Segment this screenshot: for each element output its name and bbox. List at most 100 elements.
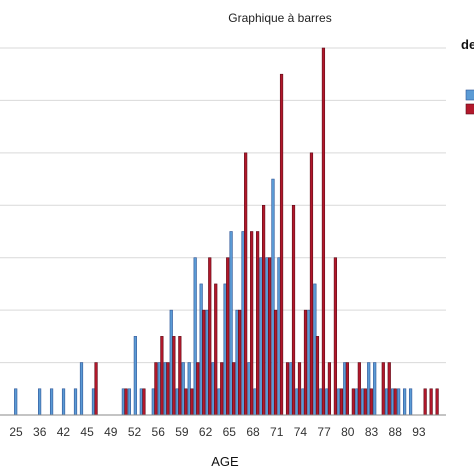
bar-series-1-age-31 [49,388,54,416]
bar-series-2-age-52 [178,336,182,416]
bar-series-1-age-77 [325,388,329,416]
bar-series-2-age-38 [94,362,98,416]
bar-series-1-age-66 [259,257,263,416]
bar-series-1-age-61 [229,231,233,416]
x-tick-label: 56 [152,425,166,439]
bar-series-1-age-51 [169,309,173,416]
bar-series-1-age-79 [337,388,341,416]
bar-series-2-age-48 [154,362,158,416]
x-tick-label: 36 [33,425,47,439]
bar-series-2-age-61 [232,362,236,416]
bar-series-2-age-78 [333,257,338,416]
bar-series-1-age-69 [277,257,281,416]
bar-series-2-age-43 [124,388,128,416]
bar-series-1-age-82 [355,388,359,416]
bar-series-2-age-80 [345,362,349,416]
x-tick-label: 62 [199,425,213,439]
bar-series-2-age-68 [273,309,278,416]
bar-series-2-age-58 [214,283,218,416]
x-tick-label: 52 [128,425,142,439]
bar-series-2-age-86 [381,362,385,416]
bar-series-2-age-79 [339,388,343,416]
bar-series-2-age-71 [291,204,296,416]
x-tick-labels: 25 36 42 45 49 52 56 59 62 65 68 71 74 77 80 83 88 93 [9,425,426,439]
bar-series-1-age-29 [38,388,42,416]
bar-series-2-age-83 [363,388,367,416]
bar-series-2-age-88 [393,388,397,416]
x-tick-label: 77 [317,425,331,439]
x-axis-label: AGE [211,454,239,469]
bar-series-1-age-87 [385,388,389,416]
bar-series-2-age-65 [256,231,260,416]
legend-swatch-series-1 [465,89,474,101]
chart-title: Graphique à barres [228,11,331,25]
bar-series-1-age-57 [205,309,209,416]
bar-series-1-age-50 [163,362,167,416]
bar-series-2-age-77 [327,362,332,416]
bar-series-2-age-51 [172,336,176,416]
bar-series-1-age-74 [307,309,311,416]
bar-series-1-age-73 [301,388,305,416]
x-tick-label: 59 [175,425,189,439]
bar-series-2-age-46 [142,388,146,416]
x-tick-label: 71 [270,425,284,439]
gridlines [0,47,446,364]
bar-series-2-age-82 [357,362,361,416]
bar-series-1-age-59 [217,388,221,416]
bar-series-2-age-50 [166,362,170,416]
x-tick-label: 45 [80,425,94,439]
bar-series-2-age-74 [309,152,314,416]
bar-series-2-age-70 [285,362,290,416]
bar-series-2-age-69 [279,73,284,416]
bar-series-2-age-76 [321,47,326,416]
legend-swatch-series-2 [465,103,474,115]
bar-series-2-age-55 [196,362,200,416]
bar-series-1-age-71 [289,362,293,416]
x-tick-label: 80 [341,425,355,439]
bar-series-1-age-38 [91,388,96,416]
x-tick-label: 93 [412,425,426,439]
bar-series-1-age-72 [295,388,299,416]
bar-series-1-age-52 [175,388,179,416]
bar-series-1-age-48 [151,388,155,416]
bar-series-1-age-53 [181,362,185,416]
x-tick-label: 88 [389,425,403,439]
bar-series-1-age-43 [121,388,125,416]
bar-series-1-age-56 [199,283,203,416]
bar-series-1-age-55 [193,257,197,416]
x-tick-label: 74 [294,425,308,439]
bar-series-2-age-53 [184,388,188,416]
bar-series-1-age-25 [14,388,18,416]
bar-series-2-age-49 [160,336,164,416]
x-tick-label: 42 [57,425,71,439]
bar-series-1-age-54 [187,362,191,416]
bar-series-2-age-95 [435,388,439,416]
x-tick-label: 68 [246,425,260,439]
bar-series-1-age-91 [408,388,413,416]
bar-series-2-age-93 [423,388,427,416]
bar-series-1-age-63 [241,231,245,416]
bar-series-1-age-49 [157,362,161,416]
bar-series-1-age-84 [367,362,371,416]
bar-series-2-age-72 [297,362,302,416]
bar-series-1-age-44 [127,388,131,416]
bar-series-1-age-68 [271,178,275,416]
bar-series-1-age-58 [211,362,215,416]
bar-series-2-age-56 [202,309,206,416]
bar-series-2-age-54 [190,388,194,416]
bar-series-2-age-60 [226,257,230,416]
bars-group [14,47,439,416]
x-tick-label: 49 [104,425,118,439]
bar-series-2-age-84 [369,388,373,416]
bar-series-2-age-66 [261,204,266,416]
legend-title: de [461,37,474,52]
bar-series-1-age-45 [133,336,137,416]
bar-series-1-age-85 [373,362,377,416]
bar-series-2-age-73 [303,309,308,416]
bar-series-2-age-59 [220,362,224,416]
bar-series-2-age-87 [387,362,391,416]
bar-series-1-age-35 [73,388,78,416]
bar-series-1-age-75 [313,283,317,416]
bar-series-2-age-67 [267,257,272,416]
bar-series-1-age-62 [235,309,239,416]
